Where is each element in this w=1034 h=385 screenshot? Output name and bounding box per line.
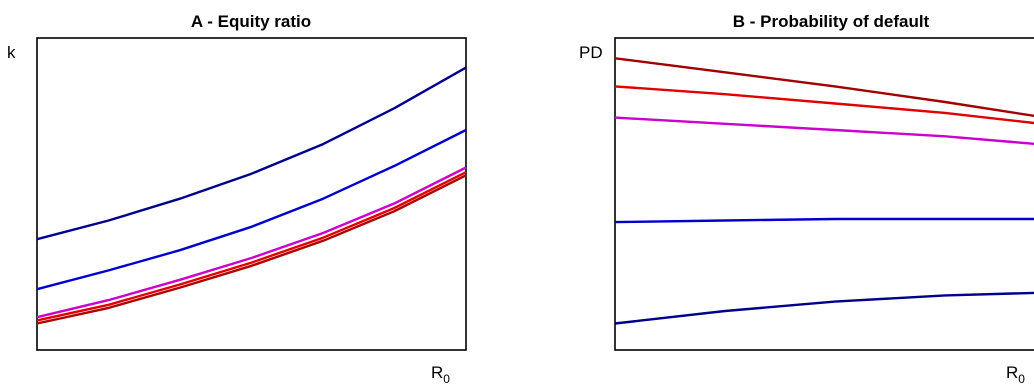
panel-probability-of-default: B - Probability of default PD R0 [579, 12, 1034, 385]
series-line-1 [36, 66, 467, 241]
series-line-3 [614, 116, 1034, 146]
x-axis-label-main: R [1006, 363, 1018, 382]
series-line-1 [614, 57, 1034, 118]
series-line-3 [36, 166, 467, 319]
plot-frame [614, 37, 1034, 351]
series-line-2 [614, 85, 1034, 125]
x-axis-label-subscript: 0 [443, 372, 450, 385]
plot-frame [36, 37, 467, 351]
panel-equity-ratio: A - Equity ratio k R0 [7, 12, 467, 385]
series-line-4 [36, 171, 467, 322]
chart-title: B - Probability of default [733, 12, 930, 31]
series-group [36, 66, 467, 325]
y-axis-label: PD [579, 43, 603, 62]
x-axis-label: R0 [431, 363, 450, 385]
y-axis-label: k [7, 43, 16, 62]
x-axis-label: R0 [1006, 363, 1025, 385]
series-line-5 [36, 174, 467, 325]
series-line-4 [614, 217, 1034, 224]
series-line-5 [614, 291, 1034, 325]
x-axis-label-main: R [431, 363, 443, 382]
series-line-2 [36, 128, 467, 291]
series-group [614, 57, 1034, 325]
x-axis-label-subscript: 0 [1018, 372, 1025, 385]
chart-title: A - Equity ratio [191, 12, 311, 31]
